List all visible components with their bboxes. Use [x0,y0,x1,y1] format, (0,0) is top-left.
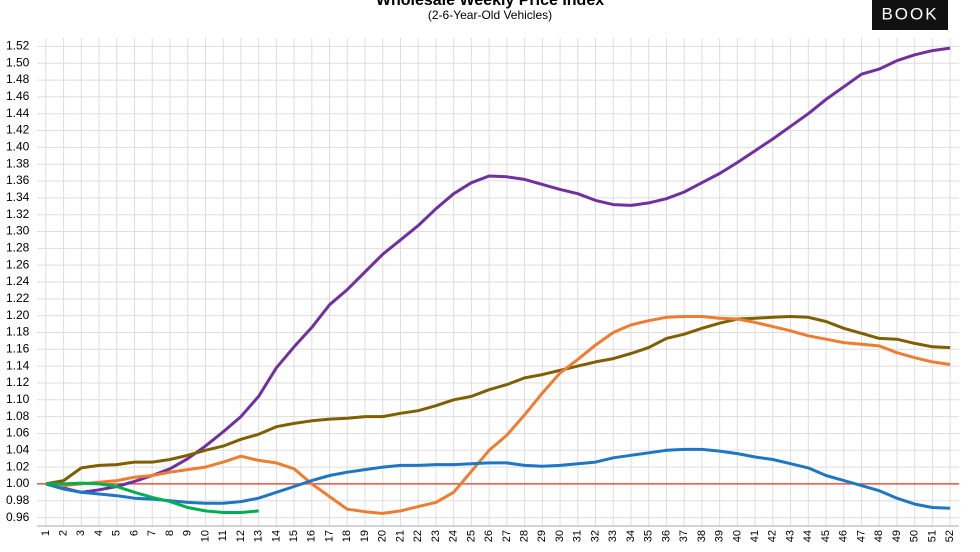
x-tick-label: 33 [607,530,619,542]
x-tick-label: 3 [75,530,87,536]
x-tick-label: 16 [306,530,318,542]
x-tick-label: 31 [572,530,584,542]
y-tick-label: 1.02 [6,459,30,473]
x-tick-label: 7 [146,530,158,536]
x-tick-label: 12 [235,530,247,542]
x-tick-label: 5 [111,530,123,536]
x-tick-label: 11 [217,530,229,541]
x-tick-label: 46 [838,530,850,542]
series-line [45,447,951,510]
y-tick-label: 1.22 [6,291,30,305]
y-tick-label: 1.06 [6,426,30,440]
x-tick-label: 37 [678,530,690,542]
x-tick-label: 45 [820,530,832,542]
y-tick-label: 1.04 [6,442,30,456]
x-tick-label: 4 [93,530,105,536]
x-tick-label: 10 [199,530,211,542]
x-tick-label: 20 [377,530,389,542]
chart-title: Wholesale Weekly Price Index [376,0,604,9]
x-tick-label: 9 [182,530,194,536]
y-tick-label: 1.30 [6,224,30,238]
x-tick-label: 32 [589,530,601,542]
y-tick-label: 0.98 [6,493,30,507]
x-tick-label: 26 [483,530,495,542]
y-tick-label: 0.96 [6,510,30,524]
y-tick-label: 1.42 [6,123,30,137]
x-tick-label: 29 [536,530,548,542]
y-tick-label: 1.24 [6,274,30,288]
x-tick-label: 38 [696,530,708,542]
y-tick-label: 1.38 [6,156,30,170]
x-tick-label: 34 [625,530,637,542]
x-tick-label: 47 [855,530,867,542]
y-tick-label: 1.08 [6,409,30,423]
x-tick-label: 30 [554,530,566,542]
x-tick-label: 21 [394,530,406,542]
x-tick-label: 43 [784,530,796,542]
series-line [45,315,951,486]
y-tick-label: 1.10 [6,392,30,406]
x-tick-label: 15 [288,530,300,542]
y-tick-label: 1.48 [6,72,30,86]
x-tick-label: 25 [465,530,477,542]
y-tick-label: 1.34 [6,190,30,204]
x-tick-label: 35 [643,530,655,542]
y-tick-label: 1.50 [6,55,30,69]
x-tick-label: 14 [270,530,282,542]
y-tick-label: 1.14 [6,358,30,372]
x-tick-label: 6 [128,530,140,536]
x-tick-label: 22 [412,530,424,542]
x-tick-label: 42 [767,530,779,542]
x-tick-label: 41 [749,530,761,542]
y-tick-label: 1.16 [6,341,30,355]
x-tick-label: 48 [873,530,885,542]
y-tick-label: 1.52 [6,39,30,53]
logo-text: BOOK [881,4,938,23]
x-tick-label: 8 [164,530,176,536]
x-tick-label: 2 [58,530,70,536]
x-tick-label: 28 [519,530,531,542]
y-tick-label: 1.32 [6,207,30,221]
x-tick-label: 24 [448,530,460,542]
x-tick-label: 39 [714,530,726,542]
x-tick-label: 27 [501,530,513,542]
y-tick-label: 1.40 [6,140,30,154]
y-tick-label: 1.26 [6,257,30,271]
y-tick-label: 1.18 [6,325,30,339]
x-tick-label: 17 [323,530,335,542]
x-tick-label: 50 [909,530,921,542]
y-tick-label: 1.00 [6,476,30,490]
series-line [45,315,951,515]
y-tick-label: 1.46 [6,89,30,103]
chart-subtitle: (2-6-Year-Old Vehicles) [428,8,552,22]
logo-box [872,0,948,30]
x-tick-label: 52 [944,530,956,542]
y-tick-label: 1.36 [6,173,30,187]
y-tick-label: 1.28 [6,241,30,255]
x-tick-label: 1 [40,530,52,536]
y-tick-label: 1.12 [6,375,30,389]
y-tick-label: 1.44 [6,106,30,120]
x-tick-label: 18 [341,530,353,542]
x-tick-label: 44 [802,530,814,542]
x-tick-label: 23 [430,530,442,542]
series-line [45,481,259,514]
x-tick-label: 40 [731,530,743,542]
x-tick-label: 19 [359,530,371,542]
x-tick-label: 36 [660,530,672,542]
x-tick-label: 13 [253,530,265,542]
x-tick-label: 49 [891,530,903,542]
y-tick-label: 1.20 [6,308,30,322]
x-tick-label: 51 [926,530,938,542]
